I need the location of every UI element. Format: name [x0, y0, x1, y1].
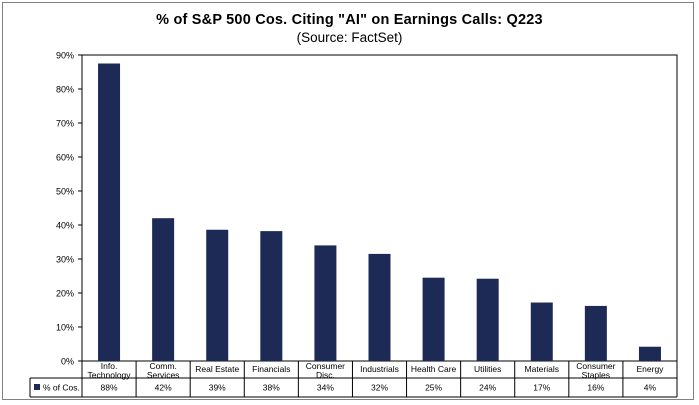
y-tick-label: 20%	[56, 289, 74, 299]
bar	[638, 346, 661, 361]
legend-label: % of Cos.	[43, 383, 80, 393]
chart-title: % of S&P 500 Cos. Citing "AI" on Earning…	[156, 12, 543, 28]
data-label: 25%	[425, 383, 442, 393]
y-tick-label: 0%	[61, 357, 74, 367]
data-label: 32%	[371, 383, 388, 393]
bar	[98, 63, 121, 361]
y-tick-label: 50%	[56, 187, 74, 197]
x-tick-label: Industrials	[360, 364, 399, 374]
bar	[584, 305, 607, 361]
bar	[314, 245, 337, 361]
bar	[422, 277, 445, 361]
data-label: 16%	[587, 383, 604, 393]
bar	[152, 218, 175, 361]
x-tick-label: Energy	[636, 364, 664, 374]
data-label: 4%	[644, 383, 657, 393]
x-tick-label: Real Estate	[195, 364, 239, 374]
data-label: 24%	[479, 383, 496, 393]
data-label: 34%	[317, 383, 334, 393]
bars	[98, 63, 661, 361]
y-tick-label: 70%	[56, 119, 74, 129]
x-tick-label: Info. Technology	[88, 361, 132, 380]
bar	[260, 231, 283, 361]
x-tick-label: Financials	[252, 364, 290, 374]
y-tick-label: 40%	[56, 221, 74, 231]
bar	[476, 278, 499, 361]
y-tick-label: 30%	[56, 255, 74, 265]
bar	[530, 302, 553, 361]
data-label: 38%	[263, 383, 280, 393]
y-tick-label: 90%	[56, 51, 74, 61]
y-axis: 0% 10% 20% 30% 40% 50% 60% 70% 80% 90%	[56, 51, 82, 367]
legend-key	[34, 384, 40, 390]
x-tick-label: Consumer Disc.	[306, 361, 345, 380]
y-tick-label: 60%	[56, 153, 74, 163]
y-tick-label: 10%	[56, 323, 74, 333]
data-label: 39%	[209, 383, 226, 393]
bar	[368, 253, 391, 361]
bar	[206, 229, 229, 361]
data-label: 88%	[101, 383, 118, 393]
data-label: 17%	[533, 383, 550, 393]
x-tick-label: Consumer Staples	[576, 361, 615, 380]
x-tick-label: Health Care	[411, 364, 457, 374]
x-tick-label: Utilities	[474, 364, 501, 374]
data-label: 42%	[155, 383, 172, 393]
y-tick-label: 80%	[56, 85, 74, 95]
chart-subtitle: (Source: FactSet)	[296, 30, 403, 45]
x-tick-label: Materials	[525, 364, 559, 374]
data-table: Info. Technology Comm. Services Real Estate F…	[29, 361, 678, 398]
x-tick-label: Comm. Services	[147, 361, 180, 380]
